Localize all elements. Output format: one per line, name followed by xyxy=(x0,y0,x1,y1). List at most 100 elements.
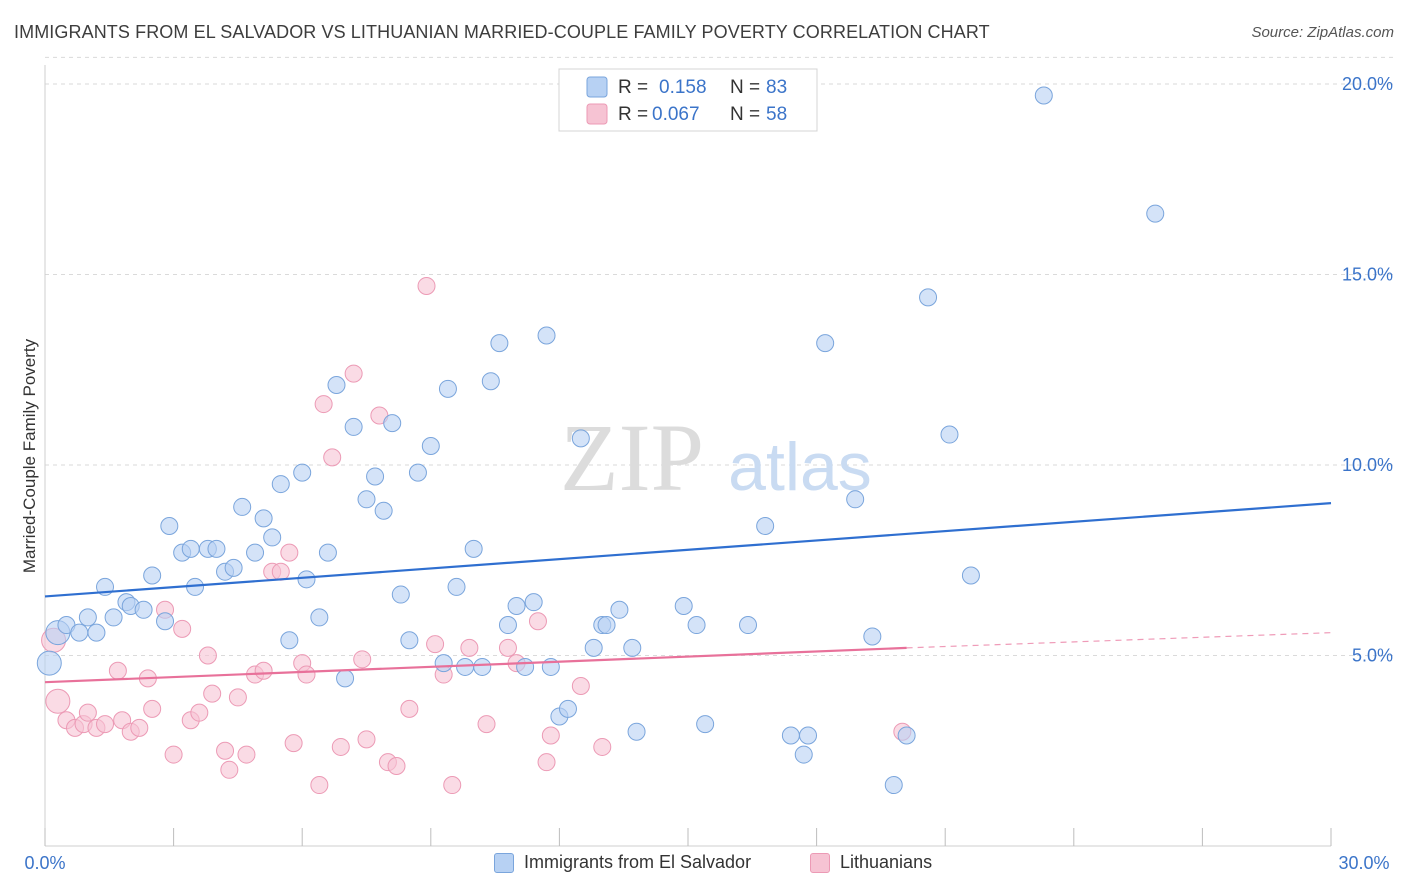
data-point xyxy=(473,657,492,676)
data-point xyxy=(400,631,419,650)
data-point xyxy=(45,688,71,714)
data-point xyxy=(696,715,715,734)
data-point xyxy=(327,376,346,395)
data-point xyxy=(280,543,299,562)
data-point xyxy=(284,734,303,753)
data-point xyxy=(254,661,273,680)
data-point xyxy=(383,414,402,433)
data-point xyxy=(481,372,500,391)
series-legend: Immigrants from El Salvador Lithuanians xyxy=(0,852,1406,878)
data-point xyxy=(216,741,235,760)
data-point xyxy=(897,726,916,745)
data-point xyxy=(366,467,385,486)
data-point xyxy=(344,417,363,436)
trend-line-lithuanians xyxy=(44,646,907,684)
trend-lines xyxy=(44,502,1332,684)
chart-title: IMMIGRANTS FROM EL SALVADOR VS LITHUANIA… xyxy=(14,22,990,42)
data-point xyxy=(884,776,903,795)
watermark: ZIP atlas xyxy=(560,404,872,511)
data-point xyxy=(464,539,483,558)
data-point xyxy=(224,558,243,577)
data-point xyxy=(203,684,222,703)
data-point xyxy=(524,593,543,612)
data-point xyxy=(421,436,440,455)
x-tick-label: 0.0% xyxy=(24,853,65,873)
watermark-atlas: atlas xyxy=(728,429,872,505)
data-point xyxy=(781,726,800,745)
data-point xyxy=(739,616,758,635)
legend-swatch-pink xyxy=(586,103,608,125)
data-point xyxy=(687,616,706,635)
data-point xyxy=(293,463,312,482)
data-point xyxy=(96,715,115,734)
data-point xyxy=(181,539,200,558)
x-tick-label: 30.0% xyxy=(1338,853,1389,873)
legend-label-lithuanians: Lithuanians xyxy=(840,852,933,872)
data-point xyxy=(799,726,818,745)
data-point xyxy=(623,638,642,657)
data-point xyxy=(558,699,577,718)
data-point xyxy=(237,745,256,764)
data-point xyxy=(417,276,436,295)
data-point xyxy=(537,326,556,345)
data-point xyxy=(108,661,127,680)
data-point xyxy=(408,463,427,482)
data-point xyxy=(357,490,376,509)
data-point xyxy=(156,612,175,631)
data-point xyxy=(528,612,547,631)
legend-swatch-blue xyxy=(586,76,608,98)
data-point xyxy=(207,539,226,558)
data-point xyxy=(331,737,350,756)
data-point xyxy=(143,699,162,718)
data-point xyxy=(70,623,89,642)
data-point xyxy=(310,608,329,627)
data-point xyxy=(456,657,475,676)
legend-n-label: N = xyxy=(730,104,760,125)
data-point xyxy=(1146,204,1165,223)
data-point xyxy=(314,395,333,414)
data-point xyxy=(434,654,453,673)
data-point xyxy=(353,650,372,669)
y-tick-label: 10.0% xyxy=(1342,455,1393,475)
axes xyxy=(44,65,1332,847)
data-point xyxy=(220,760,239,779)
legend-item-el-salvador[interactable]: Immigrants from El Salvador xyxy=(494,852,751,873)
y-tick-label: 5.0% xyxy=(1352,646,1393,666)
data-point xyxy=(160,516,179,535)
trend-line-lithuanians-extension xyxy=(906,632,1332,649)
legend-n-label: N = xyxy=(730,77,760,98)
trend-line-el-salvador xyxy=(44,502,1332,598)
data-point xyxy=(297,570,316,589)
data-point xyxy=(233,497,252,516)
data-point xyxy=(310,776,329,795)
legend-item-lithuanians[interactable]: Lithuanians xyxy=(810,852,932,873)
data-point xyxy=(280,631,299,650)
data-point xyxy=(816,334,835,353)
data-point xyxy=(323,448,342,467)
data-point xyxy=(961,566,980,585)
data-point xyxy=(297,665,316,684)
data-point xyxy=(134,600,153,619)
y-tick-label: 15.0% xyxy=(1342,265,1393,285)
data-point xyxy=(426,635,445,654)
points-el-salvador xyxy=(36,86,1165,795)
data-point xyxy=(597,616,616,635)
data-point xyxy=(254,509,273,528)
data-point xyxy=(104,608,123,627)
data-point xyxy=(263,528,282,547)
data-point xyxy=(584,638,603,657)
data-point xyxy=(87,623,106,642)
data-point xyxy=(516,657,535,676)
data-point xyxy=(173,619,192,638)
points-lithuanians xyxy=(41,276,912,795)
tick-labels: 5.0% 10.0% 15.0% 20.0% 0.0% 30.0% xyxy=(24,74,1393,873)
data-point xyxy=(344,364,363,383)
data-point xyxy=(246,543,265,562)
data-point xyxy=(940,425,959,444)
legend-r-label: R = xyxy=(618,104,648,125)
legend-r-value: 0.158 xyxy=(659,77,707,98)
data-point xyxy=(164,745,183,764)
data-point xyxy=(391,585,410,604)
data-point xyxy=(387,756,406,775)
data-point xyxy=(318,543,337,562)
